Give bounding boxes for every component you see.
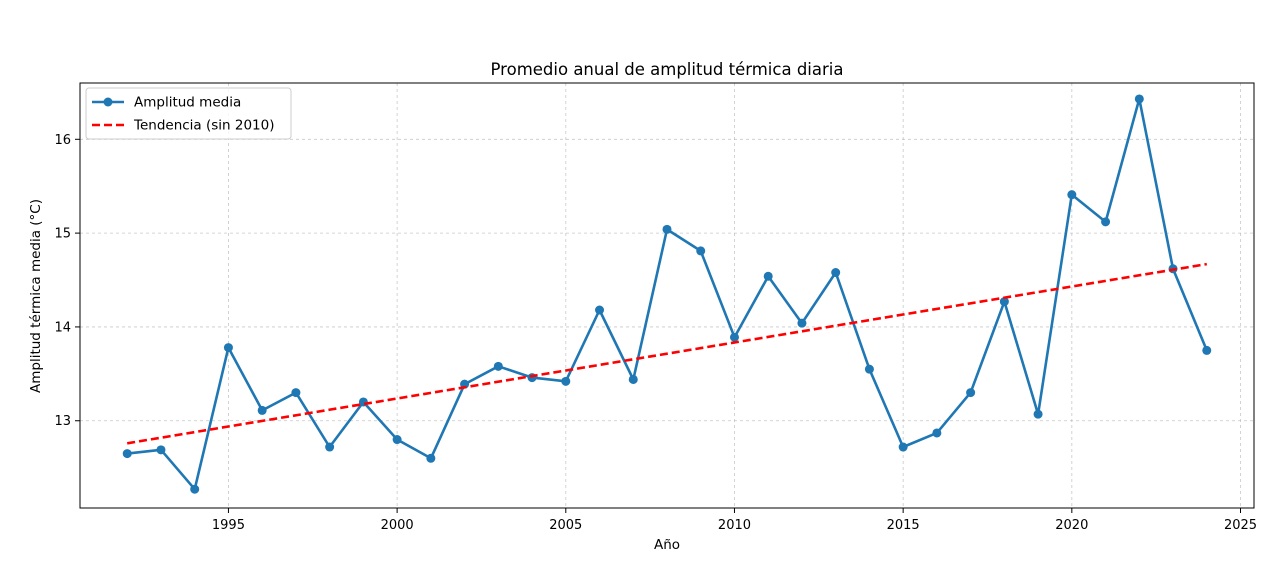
legend-label-tendencia: Tendencia (sin 2010) xyxy=(133,118,275,134)
data-point-amplitud-media xyxy=(392,435,402,445)
data-point-amplitud-media xyxy=(932,428,942,438)
data-point-amplitud-media xyxy=(358,397,368,407)
data-point-amplitud-media xyxy=(1202,345,1212,355)
chart-title: Promedio anual de amplitud térmica diari… xyxy=(491,60,844,79)
legend-label-amplitud: Amplitud media xyxy=(134,95,241,111)
data-point-amplitud-media xyxy=(426,453,436,463)
data-point-amplitud-media xyxy=(729,332,739,342)
x-tick-label: 2020 xyxy=(1055,518,1088,533)
data-point-amplitud-media xyxy=(898,442,908,452)
plot-area xyxy=(79,82,1255,509)
x-tick-label: 1995 xyxy=(212,518,245,533)
series-line-tendencia xyxy=(126,262,1208,445)
data-point-amplitud-media xyxy=(999,297,1009,307)
legend: Amplitud media Tendencia (sin 2010) xyxy=(85,87,292,140)
x-tick-label: 2010 xyxy=(718,518,751,533)
legend-marker-amplitud xyxy=(103,97,113,107)
data-point-amplitud-media xyxy=(1134,94,1144,104)
data-point-amplitud-media xyxy=(561,376,571,386)
data-point-amplitud-media xyxy=(966,388,976,398)
data-point-amplitud-media xyxy=(291,388,301,398)
data-point-amplitud-media xyxy=(493,361,503,371)
data-point-amplitud-media xyxy=(122,449,132,459)
ticks: 1995 2000 2005 2010 2015 2020 2025 13 14 15 16 xyxy=(54,133,1257,533)
y-tick-label: 14 xyxy=(54,320,71,335)
data-point-amplitud-media xyxy=(628,374,638,384)
y-tick-label: 13 xyxy=(54,414,71,429)
data-point-amplitud-media xyxy=(696,246,706,256)
x-tick-label: 2015 xyxy=(887,518,920,533)
data-point-amplitud-media xyxy=(257,405,267,415)
data-point-amplitud-media xyxy=(864,364,874,374)
data-point-amplitud-media xyxy=(797,318,807,328)
data-point-amplitud-media xyxy=(156,445,166,455)
y-tick-label: 15 xyxy=(54,227,71,242)
x-tick-label: 2005 xyxy=(549,518,582,533)
data-point-amplitud-media xyxy=(1033,409,1043,419)
data-point-amplitud-media xyxy=(831,268,841,278)
data-point-amplitud-media xyxy=(1101,217,1111,227)
data-point-amplitud-media xyxy=(1067,190,1077,200)
y-tick-label: 16 xyxy=(54,133,71,148)
x-axis-label: Año xyxy=(654,537,680,553)
series-layer xyxy=(122,94,1212,494)
data-point-amplitud-media xyxy=(763,271,773,281)
data-point-amplitud-media xyxy=(190,484,200,494)
x-tick-label: 2025 xyxy=(1224,518,1257,533)
legend-box xyxy=(85,87,292,140)
data-point-amplitud-media xyxy=(223,343,233,353)
data-point-amplitud-media xyxy=(595,305,605,315)
x-tick-label: 2000 xyxy=(381,518,414,533)
y-axis-label: Amplitud térmica media (°C) xyxy=(28,199,44,393)
data-point-amplitud-media xyxy=(662,224,672,234)
data-point-amplitud-media xyxy=(325,442,335,452)
